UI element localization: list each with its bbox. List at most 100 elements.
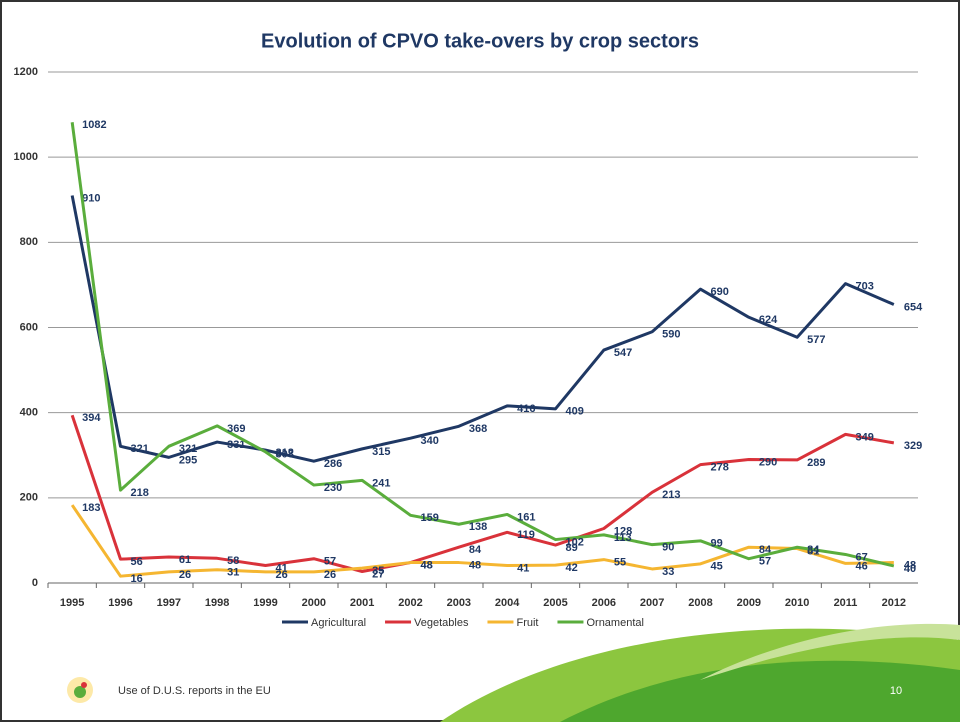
data-label: 416 (517, 403, 535, 415)
data-label: 42 (566, 562, 578, 574)
footer-text: Use of D.U.S. reports in the EU (118, 685, 271, 697)
chart-title: Evolution of CPVO take-overs by crop sec… (261, 30, 699, 52)
decor-swoosh (700, 623, 960, 680)
x-tick-label: 2003 (447, 597, 471, 609)
logo (74, 686, 86, 698)
series-line (70, 195, 895, 463)
data-label: 213 (662, 489, 680, 501)
data-label: 67 (856, 551, 868, 563)
data-label: 58 (227, 555, 239, 567)
data-label: 16 (131, 573, 143, 585)
data-label: 128 (614, 525, 632, 537)
data-label: 349 (856, 431, 874, 443)
data-label: 56 (131, 556, 143, 568)
data-label: 57 (324, 556, 336, 568)
y-tick-label: 0 (32, 577, 38, 589)
x-tick-label: 2010 (785, 597, 809, 609)
x-tick-label: 2007 (640, 597, 664, 609)
data-label: 48 (421, 559, 433, 571)
data-label: 590 (662, 329, 680, 341)
data-label: 89 (566, 542, 578, 554)
data-label: 102 (566, 536, 584, 548)
data-label: 159 (421, 512, 439, 524)
data-label: 35 (372, 565, 384, 577)
x-tick-label: 2002 (398, 597, 422, 609)
series-line (70, 122, 895, 568)
x-tick-label: 2001 (350, 597, 374, 609)
data-label: 99 (711, 538, 723, 550)
series-line (70, 414, 895, 574)
y-tick-label: 1000 (14, 151, 38, 163)
data-label: 31 (227, 567, 239, 579)
data-label: 321 (179, 443, 197, 455)
data-label: 61 (179, 554, 191, 566)
data-label: 84 (469, 544, 482, 556)
data-label: 183 (82, 502, 100, 514)
x-tick-label: 2009 (737, 597, 761, 609)
y-tick-label: 1200 (14, 66, 38, 78)
x-tick-label: 2008 (688, 597, 712, 609)
data-label: 331 (227, 439, 245, 451)
data-label: 624 (759, 314, 778, 326)
x-tick-label: 1999 (253, 597, 277, 609)
data-label: 41 (517, 562, 529, 574)
data-label: 26 (276, 569, 288, 581)
data-label: 278 (711, 462, 729, 474)
data-label: 45 (711, 561, 723, 573)
data-label: 218 (131, 487, 149, 499)
y-tick-label: 800 (20, 236, 38, 248)
data-label: 690 (711, 286, 729, 298)
data-label: 55 (614, 556, 626, 568)
data-label: 48 (904, 559, 916, 571)
data-label: 577 (807, 334, 825, 346)
page-number: 10 (890, 685, 902, 697)
data-label: 46 (856, 560, 868, 572)
data-label: 230 (324, 482, 342, 494)
x-tick-label: 1995 (60, 597, 84, 609)
legend-label: Agricultural (311, 617, 366, 629)
data-label: 161 (517, 511, 535, 523)
x-tick-label: 1997 (157, 597, 181, 609)
data-label: 289 (807, 457, 825, 469)
data-label: 1082 (82, 119, 106, 131)
data-label: 312 (276, 447, 294, 459)
data-label: 48 (469, 559, 481, 571)
x-tick-label: 2011 (834, 597, 858, 609)
data-label: 33 (662, 566, 674, 578)
legend-label: Ornamental (586, 617, 643, 629)
data-label: 84 (807, 544, 820, 556)
x-tick-label: 2012 (882, 597, 906, 609)
data-label: 26 (324, 569, 336, 581)
data-label: 290 (759, 456, 777, 468)
logo (81, 682, 87, 688)
series-line (70, 504, 894, 578)
y-tick-label: 200 (20, 492, 38, 504)
data-label: 308 (276, 449, 294, 461)
y-tick-label: 600 (20, 321, 38, 333)
data-label: 340 (421, 435, 439, 447)
data-label: 241 (372, 477, 390, 489)
decor-swoosh (560, 660, 960, 722)
data-label: 138 (469, 521, 487, 533)
data-label: 27 (372, 568, 384, 580)
x-tick-label: 1996 (108, 597, 132, 609)
data-label: 368 (469, 423, 487, 435)
x-tick-label: 2005 (543, 597, 567, 609)
y-tick-label: 400 (20, 407, 38, 419)
data-label: 394 (82, 412, 101, 424)
x-tick-label: 1998 (205, 597, 229, 609)
data-label: 703 (856, 281, 874, 293)
data-label: 90 (662, 542, 674, 554)
data-label: 910 (82, 192, 100, 204)
data-label: 547 (614, 347, 632, 359)
x-tick-label: 2000 (302, 597, 326, 609)
data-label: 26 (179, 569, 191, 581)
data-label: 409 (566, 406, 584, 418)
data-label: 57 (759, 556, 771, 568)
data-label: 113 (614, 532, 632, 544)
data-label: 329 (904, 440, 922, 452)
x-tick-label: 2004 (495, 597, 520, 609)
legend-label: Fruit (516, 617, 538, 629)
